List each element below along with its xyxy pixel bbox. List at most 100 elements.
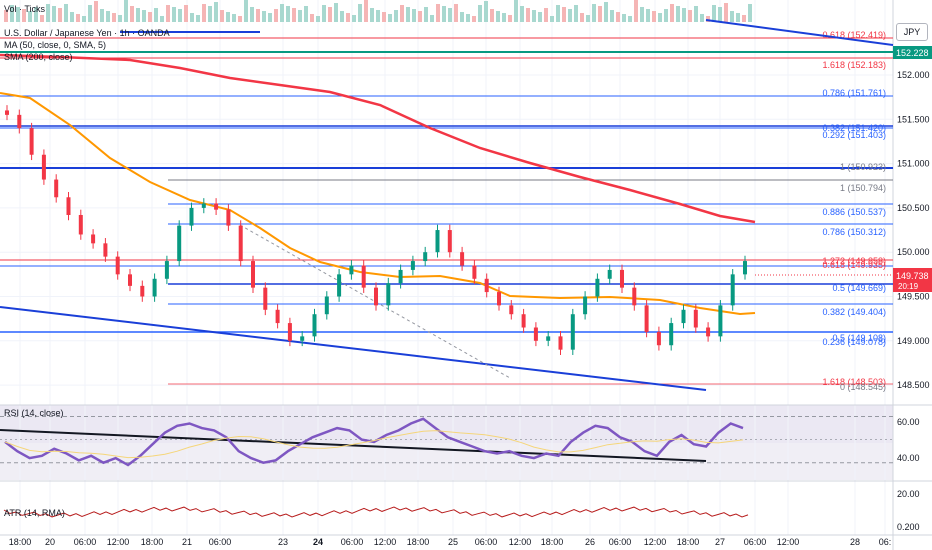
trendline-top-right	[705, 19, 894, 46]
volume-bar-37	[226, 12, 230, 22]
fib-label-15: 1.618 (148.503)	[822, 377, 886, 387]
volume-bar-96	[580, 13, 584, 22]
volume-bar-72	[436, 4, 440, 22]
volume-bar-50	[304, 6, 308, 22]
currency-button[interactable]: JPY	[896, 23, 928, 41]
volume-bar-71	[430, 15, 434, 22]
candle-body-10	[128, 274, 132, 286]
volume-bar-115	[694, 6, 698, 22]
volume-bar-67	[406, 7, 410, 22]
candle-body-44	[546, 336, 551, 341]
volume-bar-29	[178, 9, 182, 22]
volume-bar-73	[442, 6, 446, 22]
volume-bar-85	[514, 0, 518, 22]
volume-bar-13	[82, 16, 86, 22]
volume-bar-56	[340, 11, 344, 22]
fib-label-8: 0.786 (150.312)	[822, 227, 886, 237]
volume-bar-51	[310, 14, 314, 22]
candle-body-55	[681, 309, 686, 324]
candle-body-54	[669, 323, 674, 346]
volume-bar-47	[286, 6, 290, 22]
candle-body-45	[558, 336, 563, 350]
volume-bar-98	[592, 4, 596, 22]
volume-bar-91	[550, 16, 554, 22]
candle-body-28	[349, 265, 354, 275]
volume-bar-103	[622, 14, 626, 22]
candle-body-57	[706, 327, 711, 337]
volume-bar-17	[106, 11, 110, 22]
candle-body-18	[226, 209, 231, 226]
volume-bar-9	[58, 8, 62, 22]
volume-bar-70	[424, 7, 428, 22]
price-tick-6: 149.000	[897, 336, 930, 346]
volume-bar-101	[610, 10, 614, 22]
volume-bar-107	[646, 9, 650, 22]
candle-body-8	[103, 243, 108, 257]
volume-bar-109	[658, 13, 662, 22]
time-tick-21: 06:00	[744, 537, 767, 547]
candle-body-5	[66, 197, 71, 215]
candle-body-19	[238, 225, 243, 262]
volume-bar-46	[280, 4, 284, 22]
fib-label-14: 0.236 (149.078)	[822, 337, 886, 347]
volume-bar-21	[130, 6, 134, 22]
candle-body-29	[361, 265, 366, 288]
price-tick-1: 151.500	[897, 114, 930, 124]
candle-body-32	[398, 269, 403, 284]
volume-bar-61	[370, 8, 374, 22]
volume-bar-14	[88, 5, 92, 22]
volume-bar-104	[628, 16, 632, 22]
volume-bar-114	[688, 10, 692, 22]
candle-body-1	[17, 114, 22, 129]
time-tick-11: 18:00	[407, 537, 430, 547]
volume-bar-124	[748, 4, 752, 22]
volume-bar-68	[412, 9, 416, 22]
time-tick-17: 06:00	[609, 537, 632, 547]
candle-body-50	[620, 269, 624, 288]
volume-bar-118	[712, 5, 716, 22]
candle-body-49	[607, 269, 612, 279]
candle-body-22	[275, 309, 280, 324]
rsi-tick-0: 60.00	[897, 417, 920, 427]
volume-bar-102	[616, 12, 620, 22]
fib-label-13: 0.5 (149.108)	[832, 333, 886, 343]
time-tick-4: 18:00	[141, 537, 164, 547]
volume-bar-31	[190, 13, 194, 22]
time-tick-12: 25	[448, 537, 458, 547]
volume-bar-80	[484, 1, 488, 22]
time-tick-24: 06:	[879, 537, 892, 547]
volume-bar-77	[466, 14, 470, 22]
volume-bar-18	[112, 13, 116, 22]
time-tick-9: 06:00	[341, 537, 364, 547]
countdown-text: 20:19	[898, 282, 919, 291]
volume-bar-63	[382, 12, 386, 22]
volume-bar-69	[418, 11, 422, 22]
volume-bar-24	[148, 12, 152, 22]
volume-bar-55	[334, 3, 338, 22]
candle-body-3	[41, 154, 46, 180]
volume-bar-15	[94, 1, 98, 22]
candle-body-48	[595, 278, 600, 297]
candle-body-0	[5, 110, 9, 115]
candle-body-47	[583, 296, 588, 315]
volume-bar-1	[10, 5, 14, 22]
volume-bar-19	[118, 15, 122, 22]
volume-bar-123	[742, 15, 746, 22]
volume-bar-5	[34, 7, 38, 22]
volume-bar-116	[700, 14, 704, 22]
candle-body-51	[632, 287, 637, 306]
volume-bar-43	[262, 11, 266, 22]
candle-body-15	[189, 207, 194, 226]
candle-body-33	[410, 261, 415, 270]
volume-bar-0	[4, 10, 8, 22]
volume-bar-44	[268, 13, 272, 22]
candle-body-59	[730, 274, 735, 306]
candle-body-41	[509, 305, 514, 315]
time-tick-10: 12:00	[374, 537, 397, 547]
volume-bar-12	[76, 14, 80, 22]
volume-bar-33	[202, 4, 206, 22]
volume-bar-62	[376, 10, 380, 22]
fib-label-16: 0 (148.545)	[840, 382, 886, 392]
volume-bar-122	[736, 13, 740, 22]
